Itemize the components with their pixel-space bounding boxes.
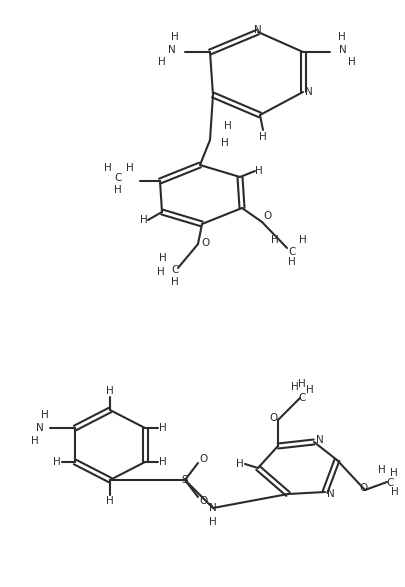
Text: H: H [171,32,179,42]
Text: H: H [338,32,346,42]
Text: H: H [299,235,307,245]
Text: H: H [209,517,217,527]
Text: C: C [171,265,179,275]
Text: H: H [255,166,263,176]
Text: H: H [391,487,399,497]
Text: N: N [36,423,44,433]
Text: N: N [316,435,324,445]
Text: H: H [378,465,386,475]
Text: H: H [271,235,279,245]
Text: O: O [202,238,210,248]
Text: N: N [254,25,262,35]
Text: H: H [159,423,167,433]
Text: H: H [106,386,114,396]
Text: H: H [31,436,39,446]
Text: H: H [291,382,299,392]
Text: O: O [269,413,277,423]
Text: H: H [348,57,356,67]
Text: H: H [288,257,296,267]
Text: H: H [41,410,49,420]
Text: S: S [182,475,188,485]
Text: H: H [306,385,314,395]
Text: H: H [171,277,179,287]
Text: H: H [298,379,306,389]
Text: H: H [106,496,114,506]
Text: H: H [114,185,122,195]
Text: C: C [298,393,306,403]
Text: H: H [157,267,165,277]
Text: O: O [359,483,367,493]
Text: H: H [221,138,229,148]
Text: C: C [114,173,122,183]
Text: H: H [53,457,61,467]
Text: O: O [264,211,272,221]
Text: N: N [327,489,335,499]
Text: C: C [386,478,394,488]
Text: H: H [126,163,134,173]
Text: H: H [104,163,112,173]
Text: H: H [159,457,167,467]
Text: O: O [199,454,207,464]
Text: N: N [305,87,313,97]
Text: H: H [158,57,166,67]
Text: O: O [199,496,207,506]
Text: H: H [159,253,167,263]
Text: H: H [236,459,244,469]
Text: H: H [390,468,398,478]
Text: N: N [339,45,347,55]
Text: N: N [209,503,217,513]
Text: N: N [168,45,176,55]
Text: C: C [288,247,296,257]
Text: H: H [140,215,148,225]
Text: H: H [259,132,267,142]
Text: H: H [224,121,232,131]
